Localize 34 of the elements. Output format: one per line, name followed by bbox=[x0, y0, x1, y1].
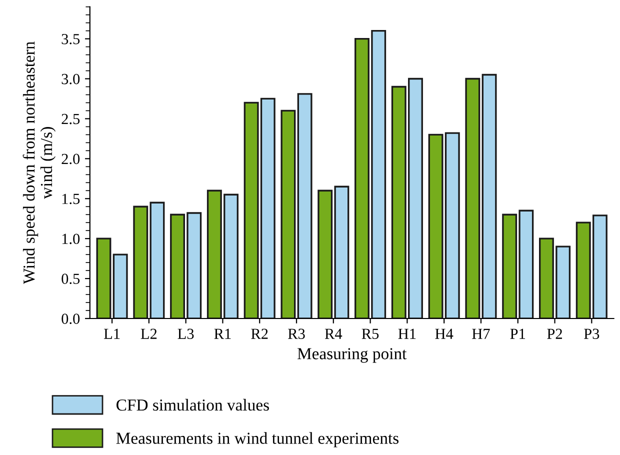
x-tick-label: L2 bbox=[140, 328, 157, 339]
x-tick-label: P1 bbox=[510, 328, 526, 339]
y-tick-label: 1.5 bbox=[62, 194, 80, 204]
x-tick-label: H4 bbox=[435, 328, 454, 339]
x-tick-label: L3 bbox=[178, 328, 194, 339]
y-tick-label: 0.0 bbox=[62, 314, 80, 324]
legend-label: Measurements in wind tunnel experiments bbox=[116, 432, 399, 448]
y-tick-label: 2.0 bbox=[62, 154, 80, 164]
x-tick-label: R4 bbox=[324, 328, 342, 339]
bar bbox=[297, 93, 312, 318]
legend-label: CFD simulation values bbox=[116, 398, 269, 411]
y-tick-label: 1.0 bbox=[62, 234, 80, 244]
x-tick-label: R2 bbox=[251, 328, 268, 339]
bar bbox=[150, 202, 165, 318]
bar bbox=[96, 238, 112, 318]
x-axis-title: Measuring point bbox=[297, 348, 407, 363]
x-tick-label: R5 bbox=[362, 328, 379, 339]
x-tick-label: L1 bbox=[104, 328, 120, 339]
x-tick-label: R1 bbox=[214, 328, 231, 339]
y-tick-label: 3.0 bbox=[62, 74, 80, 84]
x-tick-label: P3 bbox=[584, 328, 600, 339]
x-tick-label: R3 bbox=[288, 328, 305, 339]
y-tick-label: 2.5 bbox=[62, 114, 80, 124]
x-tick-label: P2 bbox=[547, 328, 562, 339]
bar bbox=[280, 110, 296, 318]
y-tick-label: 3.5 bbox=[62, 34, 80, 44]
x-tick-label: H7 bbox=[472, 328, 490, 339]
bar bbox=[112, 254, 128, 318]
x-tick-label: H1 bbox=[398, 328, 416, 339]
bar bbox=[482, 74, 497, 318]
bar bbox=[465, 78, 480, 318]
bar bbox=[133, 206, 148, 318]
y-axis-title: Wind speed down from northeastern wind (m/s) bbox=[22, 42, 56, 284]
y-tick-label: 0.5 bbox=[62, 274, 80, 284]
